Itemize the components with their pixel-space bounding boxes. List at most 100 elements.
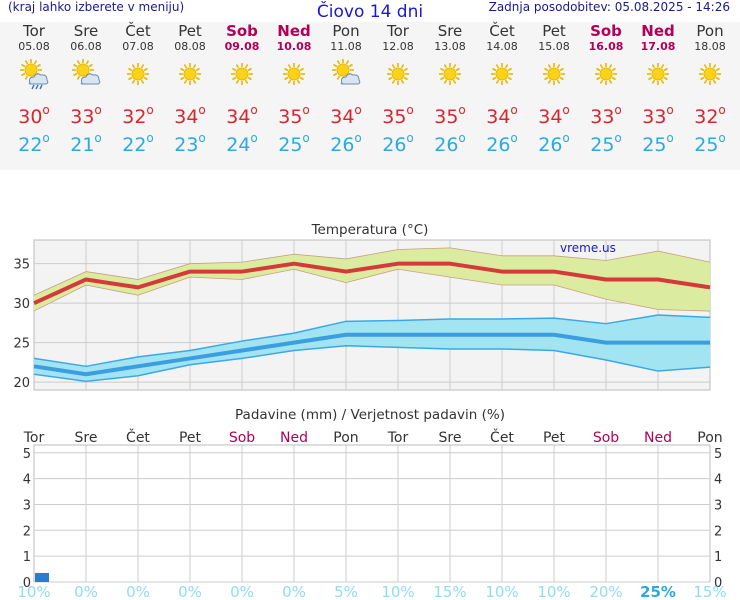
degree-sign: o xyxy=(42,103,50,117)
day-date: 13.08 xyxy=(434,40,466,53)
sun-icon xyxy=(632,54,684,94)
degree-sign: o xyxy=(94,131,102,145)
degree-sign: o xyxy=(146,131,154,145)
degree-sign: o xyxy=(146,103,154,117)
precip-probability: 5% xyxy=(334,583,358,600)
temp-min-value: 26 xyxy=(434,134,459,156)
precip-probability: 20% xyxy=(589,583,622,600)
y-tick-label-right: 0 xyxy=(714,576,722,591)
y-tick-label: 35 xyxy=(13,258,30,273)
temp-min: 22o xyxy=(112,124,164,156)
temp-max-value: 34 xyxy=(226,106,251,128)
degree-sign: o xyxy=(666,103,674,117)
degree-sign: o xyxy=(562,131,570,145)
day-card: Pet 15.08 34o 26o xyxy=(528,22,580,156)
x-category-label: Pet xyxy=(543,430,566,446)
temp-min-value: 22 xyxy=(122,134,147,156)
sun-icon xyxy=(424,54,476,94)
temp-max: 35o xyxy=(268,96,320,128)
precip-probability: 15% xyxy=(693,583,726,600)
x-category-label: Sob xyxy=(593,430,619,446)
degree-sign: o xyxy=(406,131,414,145)
day-card: Tor 12.08 35o 26o xyxy=(372,22,424,156)
day-name: Ned xyxy=(641,22,675,40)
min-lower-line xyxy=(33,345,711,383)
temp-max: 30o xyxy=(8,96,60,128)
temp-min-value: 22 xyxy=(18,134,43,156)
watermark[interactable]: vreme.us xyxy=(560,241,616,255)
day-name: Pet xyxy=(178,22,202,40)
day-name: Pet xyxy=(542,22,566,40)
x-category-label: Čet xyxy=(126,428,150,446)
degree-sign: o xyxy=(354,103,362,117)
day-date: 15.08 xyxy=(538,40,570,53)
temp-min-value: 26 xyxy=(382,134,407,156)
day-name: Sob xyxy=(590,22,622,40)
daily-forecast-strip: Tor 05.08 30o 22o Sre 06.08 33o 21o Čet 07.08 32o 2… xyxy=(0,22,740,170)
degree-sign: o xyxy=(198,103,206,117)
location-hint[interactable]: (kraj lahko izberete v meniju) xyxy=(8,0,185,14)
degree-sign: o xyxy=(562,103,570,117)
temp-max-value: 30 xyxy=(18,106,43,128)
x-category-label: Tor xyxy=(387,430,409,446)
temp-min: 26o xyxy=(528,124,580,156)
day-card: Pon 18.08 32o 25o xyxy=(684,22,736,156)
temp-max: 32o xyxy=(112,96,164,128)
temp-max-value: 34 xyxy=(330,106,355,128)
temp-min: 22o xyxy=(8,124,60,156)
day-name: Čet xyxy=(489,22,515,40)
degree-sign: o xyxy=(458,103,466,117)
degree-sign: o xyxy=(614,103,622,117)
precip-probability: 10% xyxy=(485,583,518,600)
sun-cloud-rain-icon xyxy=(8,54,60,94)
day-date: 07.08 xyxy=(122,40,154,53)
temp-max-value: 35 xyxy=(382,106,407,128)
precip-probability: 25% xyxy=(640,583,676,600)
x-category-label: Čet xyxy=(490,428,514,446)
day-card: Sob 09.08 34o 24o xyxy=(216,22,268,156)
day-date: 17.08 xyxy=(640,40,676,53)
y-tick-label-right: 2 xyxy=(714,524,722,539)
degree-sign: o xyxy=(250,131,258,145)
temp-min-value: 21 xyxy=(70,134,95,156)
page-title: Čiovo 14 dni xyxy=(316,2,424,22)
day-card: Sre 13.08 35o 26o xyxy=(424,22,476,156)
day-card: Tor 05.08 30o 22o xyxy=(8,22,60,156)
day-date: 10.08 xyxy=(276,40,312,53)
x-category-label: Ned xyxy=(644,430,672,446)
temp-min-value: 26 xyxy=(486,134,511,156)
day-name: Čet xyxy=(125,22,151,40)
day-name: Sob xyxy=(226,22,258,40)
day-name: Tor xyxy=(387,22,409,40)
day-name: Tor xyxy=(23,22,45,40)
day-card: Čet 07.08 32o 22o xyxy=(112,22,164,156)
x-category-label: Pet xyxy=(179,430,202,446)
precip-probability: 10% xyxy=(17,583,50,600)
day-name: Pon xyxy=(332,22,360,40)
temp-min: 26o xyxy=(372,124,424,156)
sun-cloud-icon xyxy=(60,54,112,94)
temp-min: 26o xyxy=(476,124,528,156)
temp-max: 34o xyxy=(476,96,528,128)
degree-sign: o xyxy=(718,103,726,117)
day-card: Čet 14.08 34o 26o xyxy=(476,22,528,156)
degree-sign: o xyxy=(458,131,466,145)
min-temp-line xyxy=(33,332,710,377)
temp-max: 35o xyxy=(424,96,476,128)
precipitation-chart: Padavine (mm) / Verjetnost padavin (%) T… xyxy=(17,407,726,600)
y-tick-label-right: 3 xyxy=(714,498,722,513)
temp-min: 25o xyxy=(580,124,632,156)
y-tick-label: 20 xyxy=(13,376,30,391)
degree-sign: o xyxy=(614,131,622,145)
degree-sign: o xyxy=(406,103,414,117)
y-tick-label-left: 4 xyxy=(23,473,31,488)
precip-probability: 10% xyxy=(537,583,570,600)
day-card: Pon 11.08 34o 26o xyxy=(320,22,372,156)
day-card: Ned 17.08 33o 25o xyxy=(632,22,684,156)
temp-max-value: 34 xyxy=(538,106,563,128)
degree-sign: o xyxy=(302,103,310,117)
sun-icon xyxy=(476,54,528,94)
temp-min-value: 25 xyxy=(694,134,719,156)
temp-min: 24o xyxy=(216,124,268,156)
day-date: 11.08 xyxy=(330,40,362,53)
